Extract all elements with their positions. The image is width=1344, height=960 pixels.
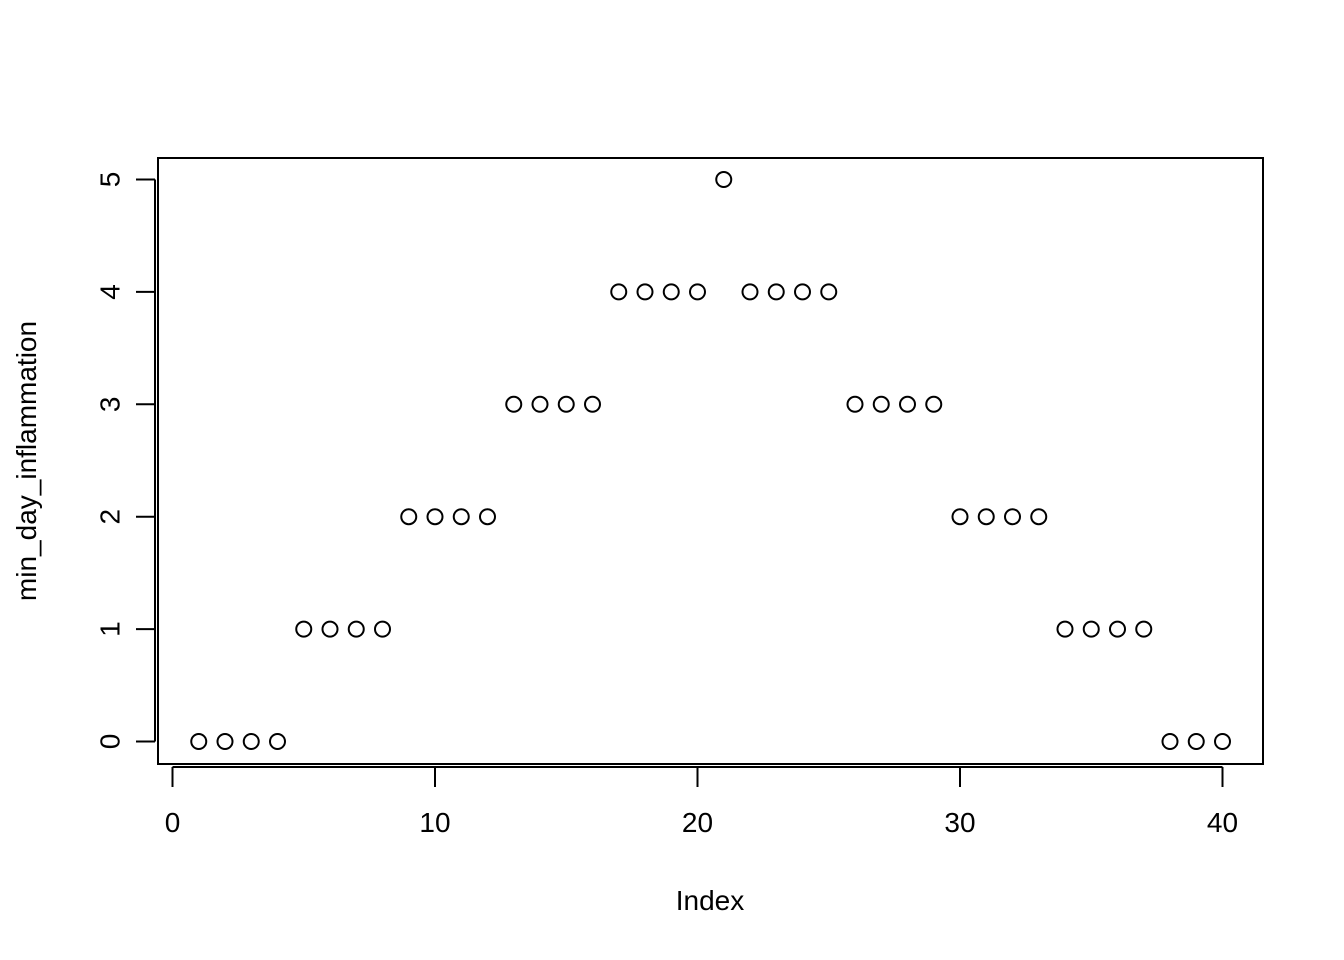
- data-point: [662, 283, 680, 301]
- x-tick-label: 0: [165, 807, 181, 838]
- data-point: [846, 395, 864, 413]
- data-point: [505, 395, 523, 413]
- data-point: [242, 733, 260, 750]
- y-axis: 0 1 2 3 4 5: [95, 172, 156, 750]
- data-point: [531, 395, 549, 413]
- y-tick-label: 2: [95, 509, 126, 525]
- data-point: [715, 171, 733, 188]
- data-point: [1109, 620, 1126, 638]
- data-point: [584, 395, 601, 413]
- data-point: [767, 283, 785, 301]
- y-tick-label: 1: [95, 621, 126, 637]
- data-point: [1214, 733, 1231, 750]
- data-point: [190, 733, 208, 750]
- data-point: [1056, 620, 1074, 638]
- data-point: [479, 508, 496, 526]
- data-point: [400, 508, 418, 526]
- data-point: [269, 733, 286, 750]
- data-point: [951, 508, 969, 526]
- data-point: [321, 620, 339, 638]
- data-point: [1082, 620, 1100, 638]
- data-point: [426, 508, 444, 526]
- x-tick-label: 40: [1207, 807, 1238, 838]
- plot-frame: [157, 157, 1264, 765]
- data-point: [794, 283, 811, 301]
- y-tick-label: 5: [95, 172, 126, 188]
- data-point: [374, 620, 391, 638]
- data-point: [1187, 733, 1205, 750]
- y-tick-label: 0: [95, 734, 126, 750]
- x-tick-label: 20: [682, 807, 713, 838]
- data-point: [1004, 508, 1021, 526]
- x-axis: 0 10 20 30 40: [165, 766, 1238, 838]
- data-points: [190, 171, 1231, 750]
- data-point: [347, 620, 365, 638]
- data-point: [977, 508, 995, 526]
- data-point: [216, 733, 234, 750]
- data-point: [689, 283, 706, 301]
- data-point: [872, 395, 890, 413]
- y-tick-label: 3: [95, 397, 126, 413]
- data-point: [1030, 508, 1048, 526]
- data-point: [741, 283, 759, 301]
- data-point: [1135, 620, 1153, 638]
- data-point: [636, 283, 654, 301]
- data-point: [452, 508, 470, 526]
- x-tick-label: 10: [419, 807, 450, 838]
- data-point: [557, 395, 575, 413]
- data-point: [899, 395, 916, 413]
- x-tick-label: 30: [944, 807, 975, 838]
- data-point: [295, 620, 313, 638]
- data-point: [1161, 733, 1179, 750]
- y-axis-label: min_day_inflammation: [11, 321, 42, 601]
- data-point: [610, 283, 628, 301]
- data-point: [925, 395, 943, 413]
- data-point: [820, 283, 838, 301]
- x-axis-label: Index: [676, 885, 745, 916]
- y-tick-label: 4: [95, 284, 126, 300]
